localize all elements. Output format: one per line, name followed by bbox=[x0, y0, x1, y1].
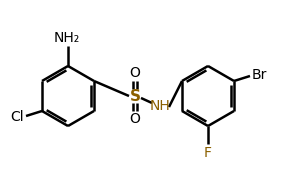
Text: F: F bbox=[204, 146, 212, 160]
Text: Br: Br bbox=[252, 68, 267, 82]
Text: NH: NH bbox=[150, 99, 170, 113]
Text: Cl: Cl bbox=[11, 110, 24, 124]
Text: NH₂: NH₂ bbox=[54, 31, 80, 45]
Text: O: O bbox=[130, 66, 140, 80]
Text: S: S bbox=[129, 89, 140, 103]
Text: O: O bbox=[130, 112, 140, 126]
